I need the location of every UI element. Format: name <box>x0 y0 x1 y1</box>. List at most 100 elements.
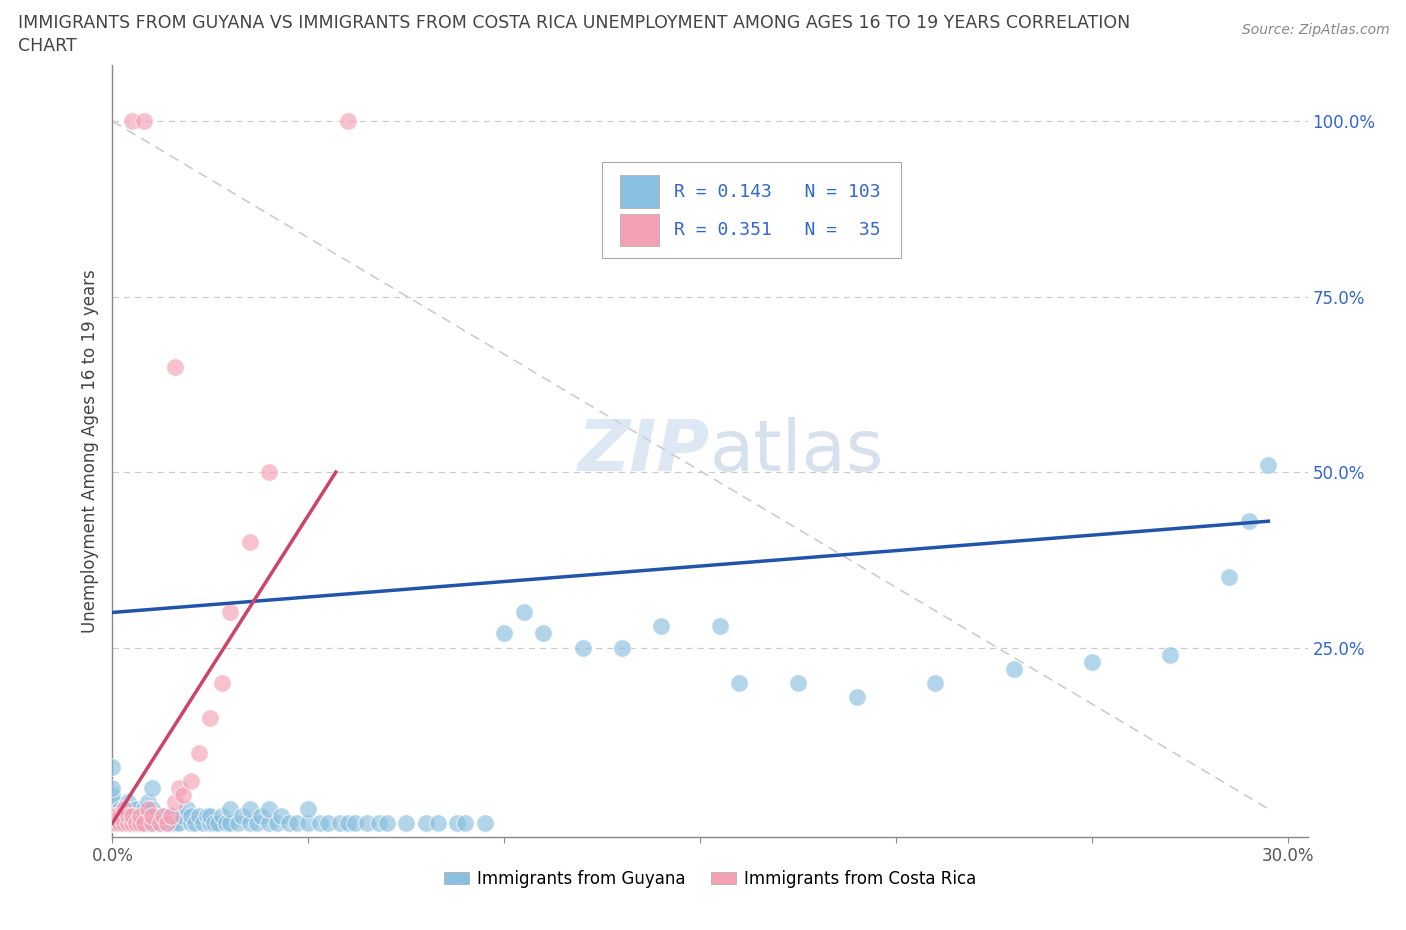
Point <box>101 816 124 830</box>
Point <box>110 816 132 830</box>
Point <box>101 794 124 809</box>
Point <box>650 619 672 634</box>
Point <box>277 816 299 830</box>
Point <box>200 711 222 725</box>
Point <box>110 808 132 823</box>
Point <box>474 816 496 830</box>
Point <box>494 626 516 641</box>
Point <box>239 802 262 817</box>
Point <box>316 816 339 830</box>
Text: ZIP: ZIP <box>578 417 710 485</box>
Point <box>344 816 367 830</box>
Point <box>1218 570 1240 585</box>
Point <box>148 816 170 830</box>
Point <box>787 675 810 690</box>
Point <box>156 816 179 830</box>
Point <box>266 816 288 830</box>
Point <box>215 816 238 830</box>
Point <box>200 816 222 830</box>
Point <box>101 816 124 830</box>
Point <box>165 816 187 830</box>
Point <box>129 808 152 823</box>
Point <box>195 808 218 823</box>
Point <box>136 802 159 817</box>
Point <box>571 640 593 655</box>
Point <box>101 788 124 803</box>
Text: Source: ZipAtlas.com: Source: ZipAtlas.com <box>1241 23 1389 37</box>
Point <box>160 808 183 823</box>
Point <box>219 802 242 817</box>
Point <box>129 816 152 830</box>
Point <box>148 816 170 830</box>
Point <box>709 619 731 634</box>
Point <box>309 816 332 830</box>
Point <box>160 816 183 830</box>
Point <box>207 816 229 830</box>
Point <box>231 808 253 823</box>
Point <box>117 808 139 823</box>
Text: R = 0.351   N =  35: R = 0.351 N = 35 <box>675 221 880 239</box>
Point <box>226 816 249 830</box>
Point <box>239 816 262 830</box>
Point <box>132 816 155 830</box>
Point <box>184 816 207 830</box>
Point <box>132 802 155 817</box>
Point <box>117 808 139 823</box>
Point <box>152 808 174 823</box>
Point <box>121 808 143 823</box>
Point <box>125 816 148 830</box>
Bar <box>620 176 658 208</box>
Point <box>141 816 163 830</box>
Point <box>141 808 163 823</box>
Point <box>101 816 124 830</box>
Point <box>136 808 159 823</box>
Point <box>125 802 148 817</box>
Point <box>285 816 308 830</box>
Point <box>117 816 139 830</box>
Point <box>117 794 139 809</box>
Point <box>257 802 280 817</box>
Point <box>167 780 190 795</box>
Point <box>191 816 214 830</box>
Point <box>121 113 143 128</box>
Text: R = 0.143   N = 103: R = 0.143 N = 103 <box>675 182 880 201</box>
Point <box>101 780 124 795</box>
Point <box>1159 647 1181 662</box>
Point <box>165 794 187 809</box>
Point <box>211 808 233 823</box>
Point <box>336 816 359 830</box>
Point <box>395 816 418 830</box>
Point <box>121 816 143 830</box>
Point <box>165 359 187 374</box>
Point <box>105 816 128 830</box>
Point <box>110 816 132 830</box>
Point <box>121 808 143 823</box>
Point <box>101 816 124 830</box>
Point <box>101 808 124 823</box>
Point <box>136 816 159 830</box>
Point <box>1081 654 1104 669</box>
Point <box>141 808 163 823</box>
Point <box>172 808 194 823</box>
Point <box>125 816 148 830</box>
Point <box>257 465 280 480</box>
Point <box>180 808 202 823</box>
Point <box>202 816 225 830</box>
Point <box>101 760 124 775</box>
Point <box>101 816 124 830</box>
Text: IMMIGRANTS FROM GUYANA VS IMMIGRANTS FROM COSTA RICA UNEMPLOYMENT AMONG AGES 16 : IMMIGRANTS FROM GUYANA VS IMMIGRANTS FRO… <box>18 14 1130 32</box>
Point <box>336 113 359 128</box>
Point <box>368 816 391 830</box>
Point <box>112 802 135 817</box>
Point <box>426 816 449 830</box>
Point <box>145 816 167 830</box>
Point <box>176 802 198 817</box>
Point <box>105 808 128 823</box>
Point <box>446 816 468 830</box>
Bar <box>620 214 658 246</box>
Point <box>101 816 124 830</box>
Point <box>610 640 633 655</box>
Point <box>1257 458 1279 472</box>
Point <box>211 675 233 690</box>
Point <box>129 808 152 823</box>
